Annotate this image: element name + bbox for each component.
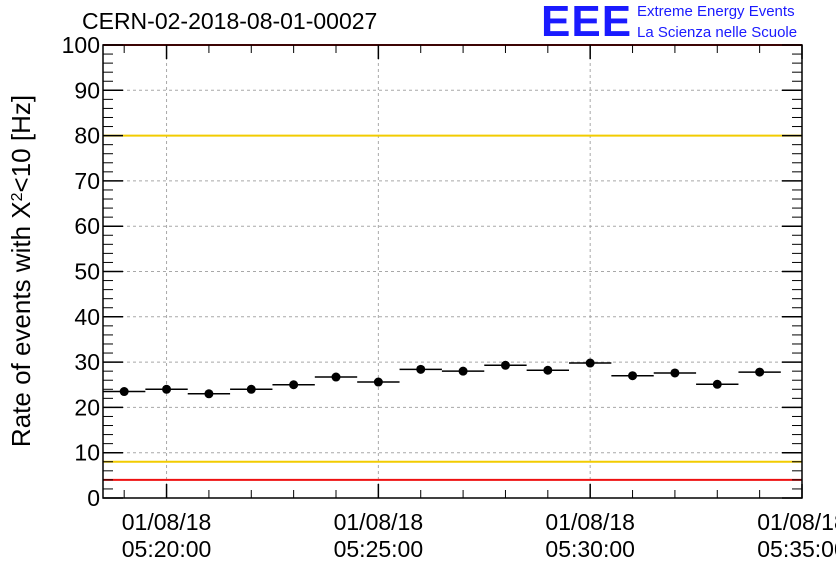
y-tick-label: 90 — [74, 77, 100, 103]
x-tick-label-time: 05:30:00 — [545, 536, 635, 562]
y-tick-label: 70 — [74, 168, 100, 194]
data-point — [416, 364, 426, 374]
x-tick-label-time: 05:20:00 — [122, 536, 212, 562]
data-point — [628, 371, 638, 381]
y-tick-label: 60 — [74, 213, 100, 239]
data-point — [712, 379, 722, 389]
plot-frame — [102, 44, 803, 499]
data-point — [585, 358, 595, 368]
data-point — [204, 389, 214, 399]
y-tick-label: 50 — [74, 259, 100, 285]
y-tick-labels: 0 10 20 30 40 50 60 70 80 90 100 — [62, 32, 100, 511]
data-point — [373, 377, 383, 387]
run-title: CERN-02-2018-08-01-00027 — [82, 8, 378, 34]
data-point — [755, 367, 765, 377]
data-point — [331, 372, 341, 382]
data-point — [246, 384, 256, 394]
data-point — [543, 365, 553, 375]
logo-line-2: La Scienza nelle Scuole — [637, 24, 798, 41]
y-tick-label: 10 — [74, 440, 100, 466]
data-point — [289, 380, 299, 390]
y-tick-label: 40 — [74, 304, 100, 330]
y-tick-label: 100 — [62, 32, 100, 58]
y-axis-title-rest: <10 [Hz] — [6, 95, 36, 193]
x-tick-label-time: 05:25:00 — [334, 536, 424, 562]
x-tick-label-time: 05:35:00 — [757, 536, 836, 562]
y-tick-label: 80 — [74, 123, 100, 149]
logo-line-1: Extreme Energy Events — [637, 3, 795, 20]
y-tick-label: 30 — [74, 349, 100, 375]
y-axis-title: Rate of events with X2<10 [Hz] — [6, 95, 36, 447]
data-markers — [103, 358, 781, 399]
x-tick-label-date: 01/08/18 — [545, 509, 635, 535]
y-tick-label: 20 — [74, 394, 100, 420]
data-point — [500, 360, 510, 370]
y-tick-label: 0 — [87, 485, 100, 511]
eee-logo: EEE — [541, 0, 633, 46]
data-point — [119, 387, 129, 397]
x-tick-label-date: 01/08/18 — [122, 509, 212, 535]
x-tick-labels: 01/08/1805:20:0001/08/1805:25:0001/08/18… — [122, 509, 836, 562]
data-point — [458, 366, 468, 376]
x-tick-label-date: 01/08/18 — [334, 509, 424, 535]
data-point — [670, 368, 680, 378]
y-axis-title-superscript: 2 — [9, 192, 26, 201]
data-point — [162, 384, 172, 394]
x-tick-label-date: 01/08/18 — [757, 509, 836, 535]
